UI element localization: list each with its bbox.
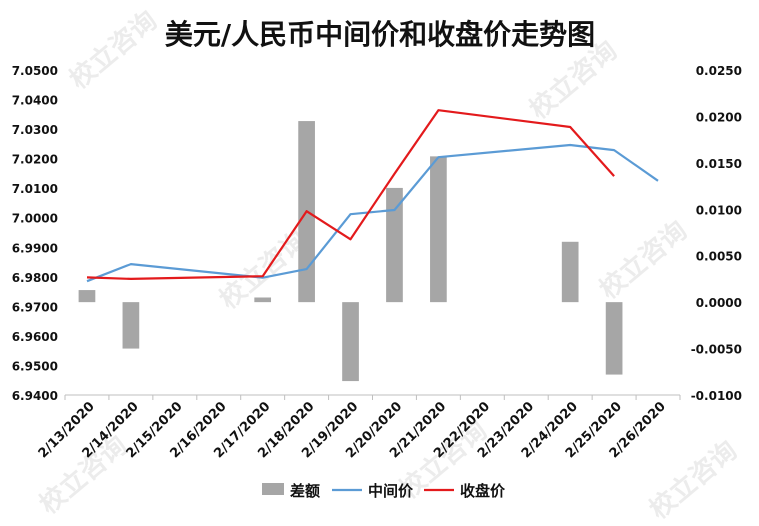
y-left-tick-label: 6.9800 — [12, 271, 58, 285]
chart-title: 美元/人民币中间价和收盘价走势图 — [165, 18, 595, 51]
bar-差额 — [430, 156, 447, 303]
y-left-tick-label: 6.9500 — [12, 359, 58, 373]
bar-差额 — [561, 241, 579, 303]
y-right-tick-label: -0.0100 — [691, 389, 742, 403]
y-right-tick-label: 0.0050 — [696, 250, 742, 264]
bar-差额 — [605, 302, 623, 375]
y-right-tick-label: 0.0200 — [696, 110, 742, 124]
y-left-tick-label: 6.9600 — [12, 330, 58, 344]
y-right-tick-label: 0.0250 — [696, 64, 742, 78]
y-left-tick-label: 7.0200 — [12, 153, 58, 167]
y-right-tick-label: 0.0000 — [696, 296, 742, 310]
y-left-tick-label: 7.0100 — [12, 182, 58, 196]
bar-差额 — [254, 297, 272, 303]
combo-chart: 美元/人民币中间价和收盘价走势图 7.0500 7.0400 7.0300 7.0200… — [12, 18, 742, 500]
legend-swatch-bar — [262, 483, 284, 495]
y-right-tick-label: 0.0100 — [696, 203, 742, 217]
y-left-tick-label: 6.9400 — [12, 389, 58, 403]
y-left-tick-label: 6.9900 — [12, 241, 58, 255]
series-line-中间价 — [86, 143, 659, 283]
y-right-tick-label: 0.0150 — [696, 157, 742, 171]
legend-label: 中间价 — [368, 482, 414, 500]
bar-差额 — [122, 302, 140, 349]
y-left-tick-label: 6.9700 — [12, 300, 58, 314]
legend-label: 差额 — [290, 482, 320, 500]
y-left-tick-label: 7.0300 — [12, 123, 58, 137]
bar-差额 — [386, 187, 403, 303]
bar-差额 — [78, 290, 96, 303]
y-right-tick-label: -0.0050 — [691, 343, 742, 357]
y-left-tick-label: 7.0500 — [12, 64, 58, 78]
y-left-tick-label: 7.0400 — [12, 94, 58, 108]
legend-label: 收盘价 — [460, 482, 506, 500]
chart-canvas: 校立咨询 校立咨询 校立咨询 校立咨询 校立咨询 校立咨询 校立咨询 美元/人民… — [12, 5, 743, 525]
series-line-收盘价 — [86, 109, 615, 280]
y-left-tick-label: 7.0000 — [12, 212, 58, 226]
bar-差额 — [342, 302, 359, 382]
